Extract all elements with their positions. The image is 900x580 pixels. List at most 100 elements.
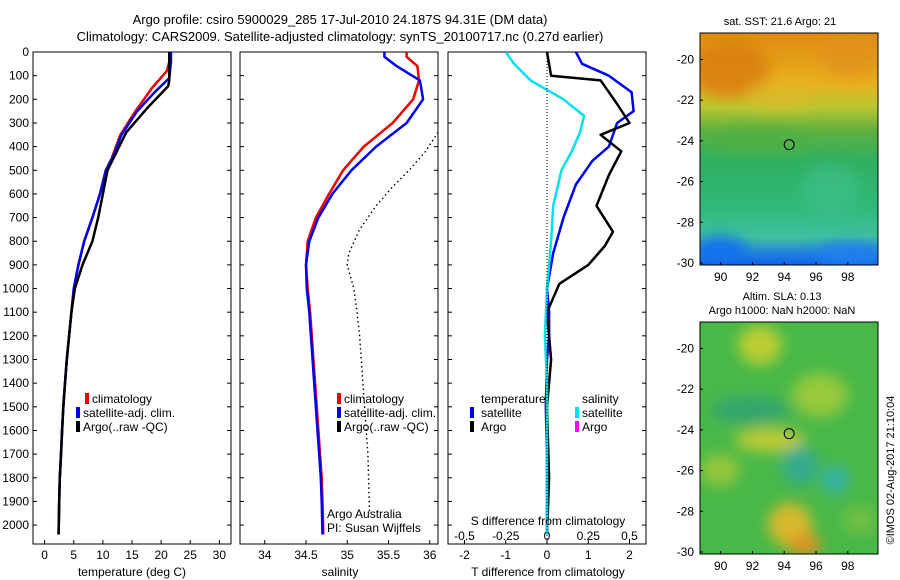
annotation-pi: PI: Susan Wijffels — [327, 521, 421, 535]
legend-label-temp-argo: Argo — [481, 420, 507, 434]
s-tick-label: 0.5 — [621, 529, 638, 543]
salinity-axis: 34 34.5 35 35.5 36 — [258, 540, 437, 562]
x-tick-label: 25 — [184, 548, 198, 562]
salinity-profile-panel: 34 34.5 35 35.5 36 salinity climatology sate… — [239, 51, 439, 579]
difference-panel: -2 -1 0 1 2 -0.5 -0.25 0 0.25 0.5 T difference f… — [447, 51, 647, 579]
depth-tick-label: 1000 — [2, 282, 29, 296]
depth-tick-label: 1600 — [2, 423, 29, 437]
figure-title-line1: Argo profile: csiro 5900029_285 17-Jul-2… — [132, 12, 548, 27]
depth-ticks-difference — [448, 51, 646, 526]
legend-swatch-argo — [337, 421, 341, 432]
x-tick-label: 0 — [544, 548, 551, 562]
legend-swatch-temp-argo — [470, 421, 474, 432]
legend-swatch-climatology — [337, 393, 341, 404]
depth-tick-label: 900 — [9, 258, 29, 272]
depth-tick-label: 1100 — [3, 305, 29, 319]
map-x-tick-label: 90 — [714, 270, 728, 284]
x-tick-label: 34 — [258, 548, 272, 562]
depth-tick-label: 1900 — [2, 494, 29, 508]
legend-label-sal-argo: Argo — [582, 420, 608, 434]
x-tick-label: 20 — [154, 548, 168, 562]
map-x-tick-label: 90 — [714, 559, 728, 573]
x-tick-label: -2 — [459, 548, 470, 562]
series-line-satellite-adj-clim- — [304, 52, 425, 535]
temperature-axis-label: temperature (deg C) — [78, 565, 186, 579]
x-tick-label: 34.5 — [294, 548, 318, 562]
sla-map-axes: 90 92 94 96 98 -20 -22 -24 -26 -28 -30 — [677, 341, 855, 573]
x-tick-label: 5 — [70, 548, 77, 562]
legend-label-argo: Argo(..raw -QC) — [344, 420, 429, 434]
legend-swatch-satellite — [337, 407, 341, 418]
depth-tick-label: 300 — [9, 116, 29, 130]
depth-tick-label: 1700 — [2, 447, 29, 461]
legend-swatch-temp-satellite — [470, 407, 474, 418]
s-tick-label: -0.5 — [454, 529, 475, 543]
imos-timestamp: ©IMOS 02-Aug-2017 21:10:04 — [885, 396, 897, 545]
depth-tick-label: 800 — [9, 234, 29, 248]
depth-tick-label: 1500 — [2, 400, 29, 414]
salinity-legend: climatology satellite-adj. clim. Argo(..… — [337, 392, 436, 434]
legend-label-temp-satellite: satellite — [481, 406, 522, 420]
series-line-salinity-satellite — [504, 52, 586, 535]
annotation-argo-australia: Argo Australia — [327, 507, 402, 521]
map-y-tick-label: -30 — [677, 545, 695, 559]
depth-tick-label: 1800 — [2, 471, 29, 485]
legend-title-salinity: salinity — [582, 392, 619, 406]
temperature-plot-frame — [32, 51, 232, 545]
map-y-tick-label: -26 — [677, 175, 695, 189]
x-tick-label: 0 — [41, 548, 48, 562]
sla-map-title-line2: Argo h1000: NaN h2000: NaN — [709, 305, 856, 317]
x-tick-label: 36 — [423, 548, 437, 562]
map-x-tick-label: 98 — [841, 270, 855, 284]
x-tick-label: 2 — [626, 548, 633, 562]
map-y-tick-label: -22 — [677, 382, 695, 396]
temperature-legend: climatology satellite-adj. clim. Argo(..… — [76, 392, 175, 434]
salinity-plot-frame — [239, 51, 439, 545]
map-y-tick-label: -24 — [677, 134, 695, 148]
depth-tick-label: 700 — [9, 211, 29, 225]
depth-tick-label: 2000 — [2, 518, 29, 532]
legend-label-sal-satellite: satellite — [582, 406, 623, 420]
difference-legend: temperature satellite Argo salinity sate… — [470, 392, 623, 434]
t-difference-axis-label: T difference from climatology — [471, 565, 625, 579]
depth-tick-label: 1200 — [2, 329, 29, 343]
s-difference-axis-label: S difference from climatology — [471, 514, 626, 528]
legend-label-satellite: satellite-adj. clim. — [344, 406, 436, 420]
depth-tick-label: 0 — [22, 45, 29, 59]
map-y-tick-label: -30 — [677, 256, 695, 270]
sst-map-frame — [699, 32, 879, 266]
s-tick-label: 0.25 — [577, 529, 601, 543]
x-tick-label: -1 — [500, 548, 511, 562]
x-tick-label: 10 — [96, 548, 110, 562]
map-y-tick-label: -26 — [677, 464, 695, 478]
map-y-tick-label: -28 — [677, 215, 695, 229]
temperature-profile-panel: 0100200300400500600700800900100011001200… — [2, 45, 232, 579]
map-x-tick-label: 94 — [778, 559, 792, 573]
sst-map: sat. SST: 21.6 Argo: 21 90 92 94 96 98 -20 -22… — [677, 16, 879, 284]
depth-tick-label: 600 — [9, 187, 29, 201]
map-x-tick-label: 96 — [809, 559, 823, 573]
legend-label-satellite: satellite-adj. clim. — [83, 406, 175, 420]
legend-label-climatology: climatology — [344, 392, 404, 406]
argo-location-marker — [783, 428, 795, 440]
map-y-tick-label: -22 — [677, 93, 695, 107]
depth-tick-label: 1400 — [2, 376, 29, 390]
x-tick-label: 15 — [125, 548, 139, 562]
map-y-tick-label: -20 — [677, 52, 695, 66]
map-x-tick-label: 92 — [746, 559, 760, 573]
map-y-tick-label: -28 — [677, 504, 695, 518]
sla-map: Altim. SLA: 0.13 Argo h1000: NaN h2000: … — [677, 291, 879, 573]
salinity-axis-label: salinity — [322, 565, 359, 579]
x-tick-label: 30 — [213, 548, 227, 562]
depth-tick-label: 500 — [9, 163, 29, 177]
map-y-tick-label: -20 — [677, 341, 695, 355]
depth-axis: 0 100 200 300 400 500 600 700 800 900 1000 1100 1200… — [2, 45, 231, 532]
legend-swatch-argo — [76, 421, 80, 432]
legend-title-temperature: temperature — [481, 392, 546, 406]
map-x-tick-label: 98 — [841, 559, 855, 573]
sla-map-title-line1: Altim. SLA: 0.13 — [743, 291, 822, 303]
series-line-dotted — [346, 132, 438, 514]
x-tick-label: 35.5 — [377, 548, 401, 562]
sst-map-title: sat. SST: 21.6 Argo: 21 — [724, 16, 837, 28]
